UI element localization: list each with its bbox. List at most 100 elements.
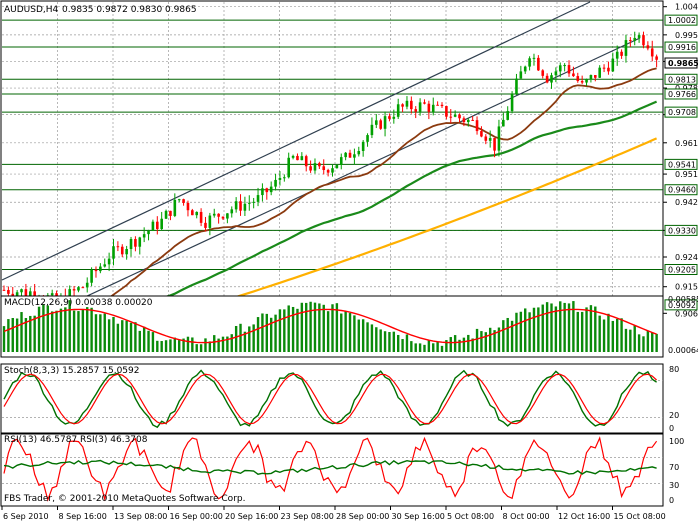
ma-orange-line[interactable]	[178, 137, 658, 316]
channel-upper-line[interactable]	[1, 1, 591, 281]
candle-body	[629, 40, 632, 42]
stoch-tick-label: 0	[669, 424, 674, 433]
candle-body	[383, 116, 387, 129]
macd-bar	[589, 305, 593, 352]
candle-body	[90, 269, 93, 283]
stoch-tick-label: 20	[669, 411, 679, 420]
candle-body	[401, 104, 404, 107]
macd-bar	[361, 319, 365, 352]
level-price-box	[664, 106, 698, 118]
level-price-label: 0.9813	[668, 75, 696, 84]
rsi-pane[interactable]	[0, 433, 664, 507]
candle-body	[151, 221, 155, 231]
macd-bar	[256, 317, 260, 352]
candle-body	[7, 289, 10, 294]
price-tick-label: 0.9065	[675, 309, 698, 318]
candle-body	[375, 120, 378, 125]
candle-body	[650, 48, 654, 57]
candle-body	[120, 246, 124, 255]
channel-lower-line[interactable]	[39, 37, 641, 319]
macd-signal-line[interactable]	[3, 308, 657, 344]
macd-bar	[265, 313, 268, 352]
candle-body	[440, 104, 444, 107]
macd-bar	[20, 312, 23, 352]
candle-body	[458, 114, 461, 119]
macd-bar	[515, 312, 518, 352]
time-tick-label: 12 Oct 16:00	[558, 512, 610, 521]
macd-bar	[646, 330, 650, 352]
candle-body	[269, 186, 273, 193]
macd-bar	[602, 319, 606, 352]
candle-body	[414, 109, 418, 112]
candle-body	[331, 168, 334, 173]
macd-bar	[191, 337, 194, 352]
macd-bar	[458, 339, 461, 352]
macd-bar	[462, 337, 466, 352]
stoch-main-line[interactable]	[3, 369, 657, 429]
macd-bar	[322, 304, 325, 352]
macd-bar	[401, 339, 404, 352]
level-price-label: 0.9708	[668, 108, 696, 117]
candle-body	[576, 76, 580, 82]
macd-bar	[261, 313, 264, 352]
macd-tick-label: 0.00064	[668, 346, 698, 355]
macd-bar	[497, 327, 501, 352]
ma-brown-line[interactable]	[47, 67, 657, 311]
candle-body	[147, 230, 150, 235]
macd-bar	[379, 329, 382, 352]
macd-bar	[616, 318, 619, 352]
macd-bar	[550, 303, 553, 352]
candle-body	[348, 152, 352, 158]
macd-bar	[278, 309, 282, 352]
candle-body	[94, 269, 98, 272]
rsi-slow-line[interactable]	[3, 459, 657, 475]
macd-bar	[357, 319, 360, 352]
ma-green-line[interactable]	[126, 100, 658, 311]
macd-bar	[300, 302, 304, 352]
macd-bar	[545, 302, 549, 352]
candle-body	[15, 292, 19, 297]
candle-body	[195, 211, 199, 216]
candle-body	[318, 163, 321, 167]
candle-body	[532, 57, 536, 59]
candle-body	[453, 114, 457, 117]
macd-bar	[11, 317, 14, 352]
macd-bar	[55, 310, 58, 352]
candle-body	[589, 75, 593, 80]
macd-bar	[234, 325, 238, 352]
level-price-box	[664, 299, 698, 311]
rsi-fast-line[interactable]	[3, 436, 658, 502]
macd-bar	[169, 339, 172, 352]
macd-bar	[221, 336, 225, 352]
candle-body	[304, 156, 308, 167]
macd-bar	[598, 315, 601, 352]
candle-body	[186, 202, 190, 211]
candle-body	[475, 120, 479, 132]
macd-bar	[624, 328, 628, 352]
macd-bar	[537, 307, 540, 352]
macd-bar	[410, 341, 413, 352]
macd-bar	[230, 334, 233, 352]
macd-bar	[134, 322, 137, 352]
macd-bar	[195, 344, 198, 352]
candle-body	[278, 177, 282, 180]
level-price-label: 0.9092	[668, 301, 696, 310]
macd-bar	[81, 309, 85, 352]
macd-bar	[107, 319, 111, 352]
macd-bar	[64, 307, 67, 352]
candle-body	[541, 70, 545, 76]
stoch-signal-line[interactable]	[3, 373, 658, 425]
symbol-label: AUDUSD,H4	[4, 5, 59, 15]
macd-bar	[103, 313, 106, 352]
candle-body	[392, 116, 396, 119]
macd-title: MACD(12,26,9) 0.00038 0.00020	[4, 298, 153, 308]
macd-bar	[204, 338, 207, 352]
rsi-tick-label: 30	[669, 481, 679, 490]
macd-bar	[423, 344, 426, 352]
macd-bar	[182, 338, 185, 352]
